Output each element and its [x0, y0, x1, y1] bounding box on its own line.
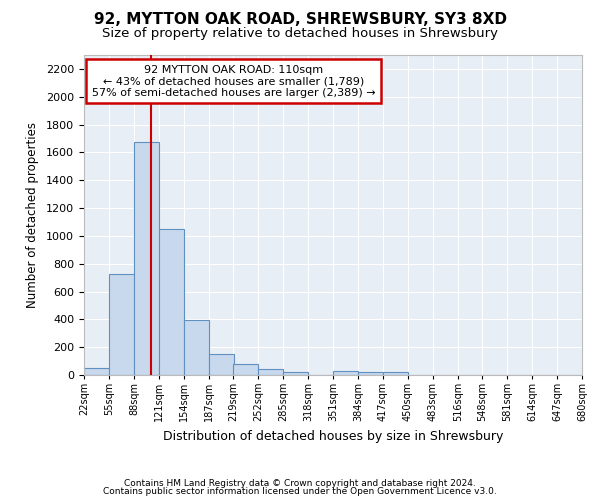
- Text: 92, MYTTON OAK ROAD, SHREWSBURY, SY3 8XD: 92, MYTTON OAK ROAD, SHREWSBURY, SY3 8XD: [94, 12, 506, 28]
- Bar: [283, 372, 308, 375]
- Bar: [333, 371, 358, 375]
- Text: Size of property relative to detached houses in Shrewsbury: Size of property relative to detached ho…: [102, 28, 498, 40]
- Bar: [159, 230, 184, 375]
- X-axis label: Distribution of detached houses by size in Shrewsbury: Distribution of detached houses by size …: [163, 430, 503, 443]
- Bar: [209, 354, 234, 375]
- Bar: [383, 372, 408, 375]
- Bar: [109, 274, 134, 375]
- Text: Contains public sector information licensed under the Open Government Licence v3: Contains public sector information licen…: [103, 487, 497, 496]
- Text: 92 MYTTON OAK ROAD: 110sqm
← 43% of detached houses are smaller (1,789)
57% of s: 92 MYTTON OAK ROAD: 110sqm ← 43% of deta…: [92, 64, 375, 98]
- Bar: [84, 368, 109, 375]
- Bar: [184, 320, 209, 375]
- Text: Contains HM Land Registry data © Crown copyright and database right 2024.: Contains HM Land Registry data © Crown c…: [124, 478, 476, 488]
- Bar: [258, 370, 283, 375]
- Bar: [358, 372, 383, 375]
- Bar: [134, 142, 159, 375]
- Y-axis label: Number of detached properties: Number of detached properties: [26, 122, 39, 308]
- Bar: [233, 364, 258, 375]
